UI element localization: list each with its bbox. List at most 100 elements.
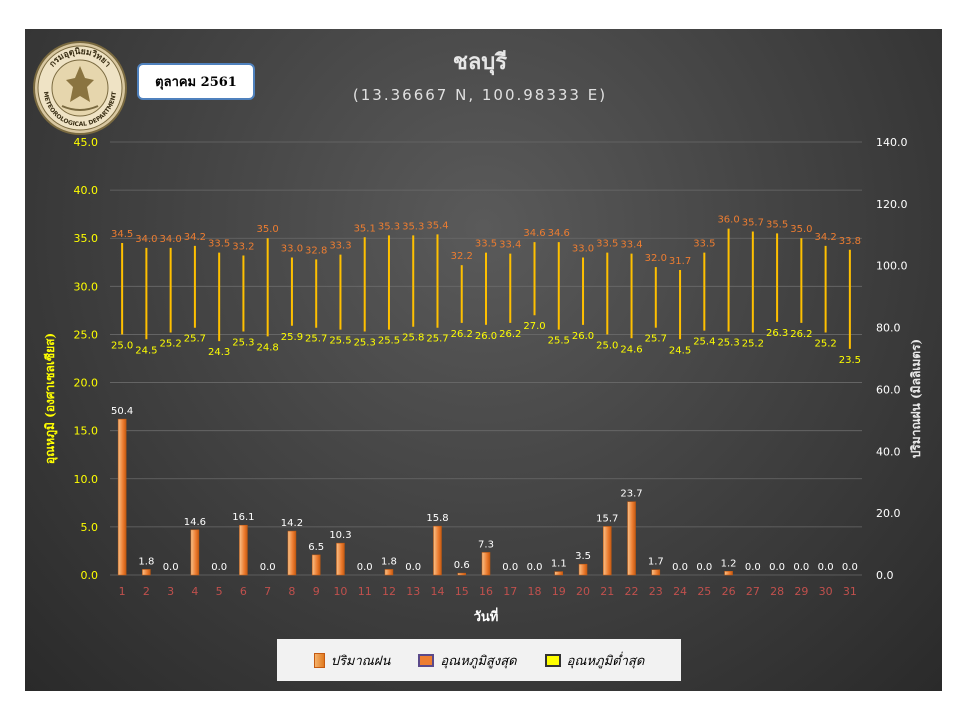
max-temp-label: 33.0 xyxy=(281,243,303,254)
x-tick-label: 29 xyxy=(794,585,808,598)
y-tick-label: 5.0 xyxy=(81,521,99,534)
max-temp-label: 35.3 xyxy=(402,221,424,232)
meteorological-department-logo: กรมอุตุนิยมวิทยา METEOROLOGICAL DEPARTME… xyxy=(33,41,127,135)
y2-tick-label: 20.0 xyxy=(876,507,901,520)
x-tick-label: 21 xyxy=(600,585,614,598)
x-axis-title: วันที่ xyxy=(474,607,499,625)
rain-bar xyxy=(578,563,588,576)
y-tick-label: 20.0 xyxy=(74,377,99,390)
min-temp-label: 25.3 xyxy=(717,338,739,349)
legend-item-max: อุณหภูมิสูงสุด xyxy=(418,650,517,671)
rain-value-label: 0.0 xyxy=(357,562,373,573)
max-temp-label: 33.2 xyxy=(232,242,254,253)
x-tick-label: 20 xyxy=(576,585,590,598)
legend-max-label: อุณหภูมิสูงสุด xyxy=(440,653,517,669)
rain-value-label: 0.6 xyxy=(454,560,470,571)
rain-value-label: 1.1 xyxy=(551,559,567,570)
x-tick-label: 7 xyxy=(264,585,271,598)
rain-value-label: 0.0 xyxy=(842,562,858,573)
x-tick-label: 4 xyxy=(191,585,198,598)
rain-value-label: 0.0 xyxy=(527,562,543,573)
legend-max-swatch xyxy=(418,653,435,667)
x-tick-label: 30 xyxy=(819,585,833,598)
rain-value-label: 7.3 xyxy=(478,539,494,550)
rain-value-label: 3.5 xyxy=(575,551,591,562)
max-temp-label: 32.2 xyxy=(451,251,473,262)
max-temp-label: 33.5 xyxy=(693,239,715,250)
x-tick-label: 23 xyxy=(649,585,663,598)
rain-value-label: 1.7 xyxy=(648,557,664,568)
rain-value-label: 14.2 xyxy=(281,518,303,529)
x-tick-label: 6 xyxy=(240,585,247,598)
x-tick-label: 12 xyxy=(382,585,396,598)
rain-value-label: 16.1 xyxy=(232,512,254,523)
min-temp-label: 24.5 xyxy=(135,345,157,356)
x-tick-label: 17 xyxy=(503,585,517,598)
max-temp-label: 34.0 xyxy=(160,234,182,245)
min-temp-label: 25.3 xyxy=(232,338,254,349)
max-temp-label: 35.1 xyxy=(354,223,376,234)
rain-bar xyxy=(554,571,564,576)
max-temp-label: 35.0 xyxy=(257,224,279,235)
rain-value-label: 0.0 xyxy=(260,562,276,573)
max-temp-label: 34.5 xyxy=(111,229,133,240)
rain-value-label: 0.0 xyxy=(818,562,834,573)
chart-title: ชลบุรี xyxy=(452,50,508,75)
min-temp-label: 23.5 xyxy=(839,355,861,366)
y-tick-label: 45.0 xyxy=(74,136,99,149)
rain-bar xyxy=(433,525,442,576)
x-tick-label: 27 xyxy=(746,585,760,598)
min-temp-label: 25.8 xyxy=(402,333,424,344)
x-tick-label: 15 xyxy=(455,585,469,598)
x-tick-label: 9 xyxy=(313,585,320,598)
y-tick-label: 30.0 xyxy=(74,280,99,293)
min-temp-label: 25.9 xyxy=(281,332,303,343)
legend-rain-swatch xyxy=(313,652,325,668)
rain-value-label: 1.2 xyxy=(721,558,737,569)
rain-value-label: 0.0 xyxy=(745,562,761,573)
x-tick-label: 24 xyxy=(673,585,687,598)
min-temp-label: 25.7 xyxy=(184,334,206,345)
min-temp-label: 26.2 xyxy=(451,329,473,340)
lines-layer xyxy=(121,228,851,349)
rain-value-label: 0.0 xyxy=(211,562,227,573)
max-temp-label: 33.0 xyxy=(572,243,594,254)
max-temp-label: 33.4 xyxy=(620,240,642,251)
rain-bar xyxy=(481,552,491,576)
min-temp-label: 26.0 xyxy=(475,331,497,342)
max-temp-label: 34.2 xyxy=(184,232,206,243)
y-tick-label: 35.0 xyxy=(74,232,99,245)
legend-min-swatch xyxy=(544,653,561,667)
max-temp-label: 33.5 xyxy=(596,239,618,250)
max-temp-label: 33.3 xyxy=(329,241,351,252)
rain-bar xyxy=(651,569,661,576)
min-temp-label: 24.5 xyxy=(669,345,691,356)
rain-bar xyxy=(287,530,297,576)
min-temp-label: 25.5 xyxy=(548,336,570,347)
min-temp-label: 26.2 xyxy=(790,329,812,340)
max-temp-label: 35.5 xyxy=(766,219,788,230)
rain-value-label: 14.6 xyxy=(184,517,206,528)
rain-value-label: 1.8 xyxy=(138,556,154,567)
x-tick-label: 13 xyxy=(406,585,420,598)
max-temp-label: 33.4 xyxy=(499,240,521,251)
rain-bar xyxy=(627,501,636,576)
rain-value-label: 0.0 xyxy=(163,562,179,573)
rain-value-label: 15.7 xyxy=(596,513,618,524)
max-temp-label: 31.7 xyxy=(669,256,691,267)
rain-bar xyxy=(603,526,612,576)
max-temp-label: 32.0 xyxy=(645,253,667,264)
max-temp-label: 35.0 xyxy=(790,224,812,235)
x-tick-label: 18 xyxy=(528,585,542,598)
legend-item-min: อุณหภูมิต่ำสุด xyxy=(544,650,644,671)
y-tick-label: 0.0 xyxy=(81,569,99,582)
x-tick-label: 5 xyxy=(216,585,223,598)
y2-tick-label: 140.0 xyxy=(876,136,908,149)
max-temp-label: 33.8 xyxy=(839,236,861,247)
x-tick-label: 14 xyxy=(430,585,444,598)
y-tick-label: 10.0 xyxy=(74,473,99,486)
y2-tick-label: 40.0 xyxy=(876,445,901,458)
min-temp-label: 25.0 xyxy=(596,340,618,351)
rain-bar xyxy=(336,542,345,576)
